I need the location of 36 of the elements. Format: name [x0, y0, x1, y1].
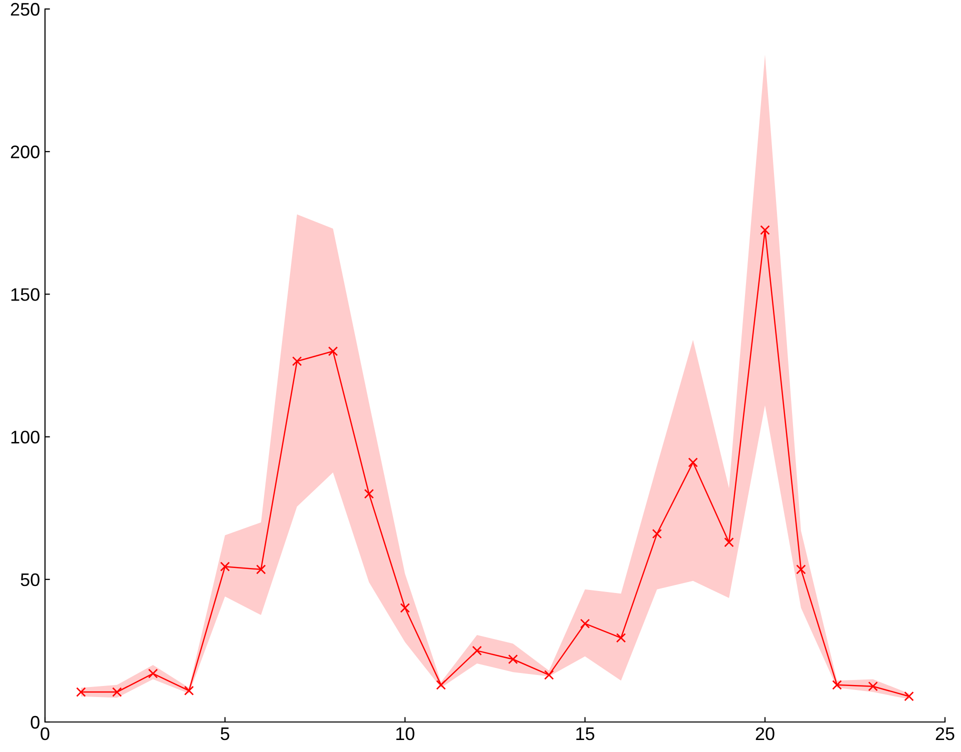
- point: [868, 681, 878, 692]
- point: [220, 562, 230, 572]
- point: [508, 654, 518, 664]
- y-tick-label: 50: [20, 573, 40, 586]
- y-tick-label: 0: [30, 716, 40, 729]
- point: [400, 603, 410, 613]
- point: [544, 670, 554, 680]
- point: [652, 528, 662, 539]
- point: [148, 668, 158, 678]
- x-tick-label: 25: [936, 727, 954, 740]
- x-tick-label: 15: [576, 728, 594, 740]
- point: [724, 537, 734, 548]
- x-tick-label: 10: [396, 727, 414, 740]
- point: [256, 564, 266, 574]
- y-tick-label: 100: [11, 430, 40, 444]
- point: [832, 680, 842, 690]
- x-tick-label: 20: [756, 727, 774, 740]
- x-tick-label: 5: [220, 728, 230, 740]
- point: [184, 686, 194, 696]
- point: [364, 488, 374, 499]
- y-tick-label: 200: [10, 146, 40, 158]
- point: [580, 618, 590, 628]
- y-tick-label: 150: [11, 288, 40, 301]
- point: [76, 687, 86, 697]
- point: [112, 687, 122, 697]
- y-tick-label: 250: [10, 2, 40, 16]
- point: [472, 646, 482, 656]
- point: [688, 458, 698, 468]
- point: [436, 680, 446, 690]
- point: [616, 633, 626, 643]
- point: [328, 346, 338, 356]
- x-tick-label: 0: [40, 727, 50, 740]
- point: [796, 564, 806, 574]
- point: [292, 356, 302, 366]
- point: [760, 225, 770, 235]
- point: [904, 691, 914, 702]
